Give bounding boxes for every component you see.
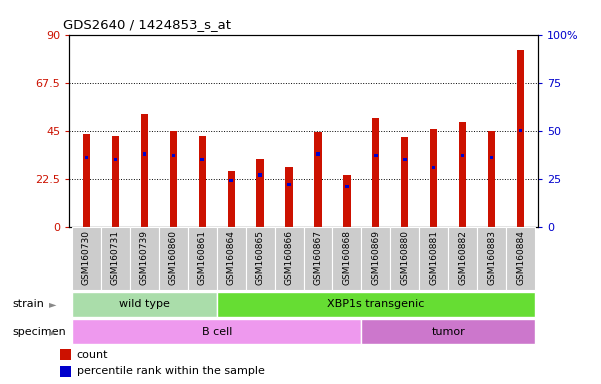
Bar [361, 319, 535, 344]
Bar [159, 227, 188, 290]
Bar [343, 175, 350, 227]
Bar [141, 114, 148, 227]
Bar [60, 349, 71, 360]
Bar [257, 159, 264, 227]
Text: GSM160864: GSM160864 [227, 230, 236, 285]
Text: specimen: specimen [12, 327, 66, 337]
Text: GSM160865: GSM160865 [255, 230, 264, 285]
Bar [345, 185, 349, 188]
Bar [171, 154, 175, 157]
Text: GSM160882: GSM160882 [458, 230, 467, 285]
Bar [198, 136, 206, 227]
Text: GSM160866: GSM160866 [284, 230, 293, 285]
Bar [403, 158, 406, 161]
Text: GSM160880: GSM160880 [400, 230, 409, 285]
Bar [112, 136, 119, 227]
Text: XBP1s transgenic: XBP1s transgenic [327, 299, 424, 309]
Text: wild type: wild type [119, 299, 170, 309]
Bar [228, 171, 235, 227]
Bar [517, 50, 524, 227]
Bar [101, 227, 130, 290]
Text: GSM160860: GSM160860 [169, 230, 178, 285]
Text: GSM160884: GSM160884 [516, 230, 525, 285]
Bar [287, 183, 291, 186]
Bar [275, 227, 304, 290]
Bar [83, 134, 90, 227]
Bar [506, 227, 535, 290]
Bar [488, 131, 495, 227]
Text: ►: ► [49, 299, 56, 309]
Bar [246, 227, 275, 290]
Bar [477, 227, 506, 290]
Text: GSM160881: GSM160881 [429, 230, 438, 285]
Text: GSM160739: GSM160739 [140, 230, 149, 285]
Bar [258, 173, 262, 177]
Bar [372, 118, 379, 227]
Bar [304, 227, 332, 290]
Bar [361, 227, 390, 290]
Bar [461, 154, 465, 157]
Text: B cell: B cell [201, 327, 232, 337]
Text: GSM160867: GSM160867 [314, 230, 323, 285]
Bar [430, 129, 438, 227]
Text: GSM160731: GSM160731 [111, 230, 120, 285]
Bar [169, 131, 177, 227]
Bar [114, 158, 117, 161]
Bar [188, 227, 217, 290]
Bar [332, 227, 361, 290]
Bar [374, 154, 377, 157]
Bar [217, 227, 246, 290]
Text: GSM160869: GSM160869 [371, 230, 380, 285]
Bar [85, 156, 88, 159]
Bar [60, 366, 71, 377]
Bar [72, 227, 101, 290]
Text: GSM160868: GSM160868 [343, 230, 352, 285]
Bar [130, 227, 159, 290]
Text: tumor: tumor [432, 327, 465, 337]
Bar [217, 292, 535, 316]
Bar [419, 227, 448, 290]
Bar [72, 292, 217, 316]
Text: GSM160861: GSM160861 [198, 230, 207, 285]
Bar [316, 152, 320, 156]
Text: strain: strain [12, 299, 44, 309]
Bar [201, 158, 204, 161]
Bar [390, 227, 419, 290]
Bar [459, 122, 466, 227]
Bar [314, 132, 322, 227]
Text: GSM160730: GSM160730 [82, 230, 91, 285]
Bar [401, 137, 409, 227]
Bar [490, 156, 493, 159]
Bar [142, 152, 146, 156]
Bar [519, 129, 522, 132]
Bar [72, 319, 361, 344]
Text: percentile rank within the sample: percentile rank within the sample [77, 366, 264, 376]
Bar [432, 166, 436, 169]
Text: count: count [77, 349, 108, 359]
Bar [230, 179, 233, 182]
Bar [448, 227, 477, 290]
Text: GSM160883: GSM160883 [487, 230, 496, 285]
Text: GDS2640 / 1424853_s_at: GDS2640 / 1424853_s_at [63, 18, 231, 31]
Text: ►: ► [49, 327, 56, 337]
Bar [285, 167, 293, 227]
